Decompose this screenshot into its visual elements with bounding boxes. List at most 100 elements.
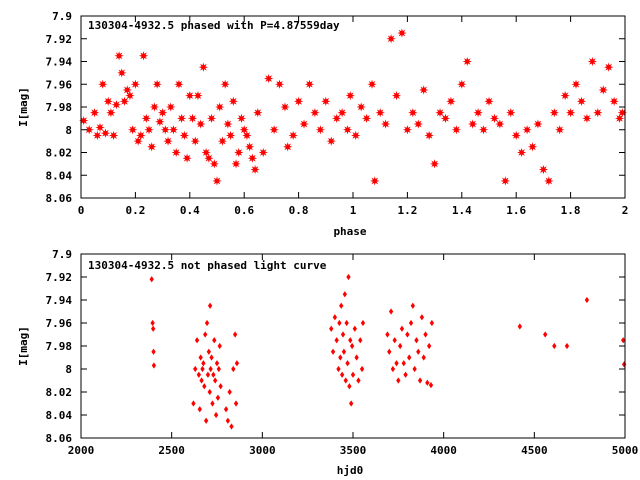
unphased-data-point <box>337 319 342 327</box>
phased-data-point <box>614 113 625 124</box>
unphased-data-point <box>191 400 196 407</box>
unphased-data-point <box>339 371 345 378</box>
phased-data-point <box>446 96 456 106</box>
unphased-data-point <box>229 423 234 430</box>
unphased-data-point <box>196 371 202 378</box>
phased-data-point <box>408 108 418 118</box>
unphased-data-point <box>416 348 421 355</box>
phased-data-point <box>560 90 570 101</box>
phased-x-tick-label: 0.6 <box>234 204 254 217</box>
phased-data-point <box>206 113 217 124</box>
unphased-y-axis-label: I[mag] <box>17 326 30 366</box>
phased-data-point <box>89 108 100 118</box>
phased-chart-title: 130304-4932.5 phased with P=4.87559day <box>88 19 340 32</box>
unphased-data-point <box>204 319 210 327</box>
phased-data-point <box>304 79 315 89</box>
unphased-data-points <box>149 273 627 430</box>
unphased-y-tick-label: 7.96 <box>46 317 73 330</box>
phased-x-tick-label: 2 <box>622 204 629 217</box>
phased-data-point <box>209 159 219 169</box>
unphased-x-tick-label: 5000 <box>612 444 639 457</box>
phased-data-point <box>133 136 143 146</box>
unphased-x-tick-label: 2000 <box>68 444 95 457</box>
phased-data-point <box>155 117 165 127</box>
phased-data-point <box>144 125 154 135</box>
phased-data-point <box>345 90 355 101</box>
unphased-data-point <box>354 354 359 361</box>
unphased-data-point <box>385 331 390 338</box>
phased-data-point <box>242 130 252 141</box>
phased-data-point <box>176 113 187 124</box>
unphased-data-point <box>396 377 401 384</box>
phased-data-point <box>544 176 554 186</box>
phased-x-tick-label: 1.2 <box>397 204 417 217</box>
phased-data-point <box>179 130 190 141</box>
unphased-data-point <box>423 331 428 338</box>
phased-data-point <box>231 159 241 169</box>
unphased-data-point <box>408 319 414 327</box>
unphased-data-point <box>338 354 343 361</box>
phased-data-point <box>516 147 527 158</box>
phased-data-point <box>337 108 347 118</box>
phased-data-point <box>138 51 149 61</box>
phased-data-point <box>367 79 377 89</box>
phased-data-point <box>506 108 516 118</box>
phased-data-point <box>196 119 206 129</box>
unphased-data-point <box>421 354 426 361</box>
phased-data-point <box>440 113 451 124</box>
phased-data-point <box>489 113 500 124</box>
phased-data-point <box>274 79 285 89</box>
unphased-data-point <box>209 354 214 361</box>
unphased-x-tick-label: 2500 <box>158 444 185 457</box>
unphased-data-point <box>207 302 213 309</box>
phased-light-curve-chart: 0 0.2 0.4 0.6 0.8 1 1.2 1.4 1.6 1.8 2 7.97.927.947… <box>17 10 628 238</box>
phased-data-point <box>84 125 94 135</box>
unphased-data-point <box>199 377 204 384</box>
unphased-x-tick-label: 4000 <box>430 444 457 457</box>
unphased-data-point <box>388 308 394 315</box>
unphased-data-point <box>543 331 548 338</box>
phased-data-point <box>247 153 258 163</box>
phased-data-point <box>103 96 113 106</box>
unphased-y-tick-label: 8.02 <box>46 386 73 399</box>
unphased-data-point <box>332 314 338 321</box>
unphased-y-tick-label: 8.04 <box>46 409 73 422</box>
phased-data-point <box>495 119 505 129</box>
phased-data-point <box>182 153 192 163</box>
unphased-data-point <box>339 302 344 309</box>
phased-data-point <box>332 113 342 124</box>
unphased-data-point <box>223 406 229 413</box>
phased-data-point <box>429 159 440 169</box>
unphased-data-point <box>213 377 218 384</box>
phased-data-point <box>391 90 402 101</box>
unphased-data-point <box>234 360 240 367</box>
phased-data-point <box>149 102 160 112</box>
phased-data-point <box>100 128 111 138</box>
phased-data-point <box>204 153 214 163</box>
phased-data-point <box>220 79 230 89</box>
phased-data-point <box>310 108 320 118</box>
phased-data-point <box>413 119 423 129</box>
unphased-y-tick-label: 7.9 <box>52 248 72 261</box>
unphased-data-point <box>346 273 351 281</box>
phased-data-point <box>582 113 592 124</box>
unphased-data-point <box>342 291 348 298</box>
phased-data-point <box>293 96 304 106</box>
phased-data-point <box>356 102 366 112</box>
phased-x-tick-label: 1.8 <box>561 204 581 217</box>
phased-x-tick-label: 0.8 <box>289 204 309 217</box>
unphased-data-point <box>334 337 339 344</box>
phased-data-point <box>228 96 238 106</box>
phased-y-tick-label: 8.04 <box>46 169 73 182</box>
phased-data-point <box>527 142 538 152</box>
phased-data-point <box>185 90 195 101</box>
unphased-data-point <box>206 348 212 355</box>
phased-data-point <box>212 176 222 186</box>
unphased-data-point <box>425 379 430 386</box>
phased-data-point <box>500 176 510 186</box>
unphased-data-point <box>200 365 205 373</box>
unphased-data-point <box>214 360 220 367</box>
phased-y-tick-label: 7.9 <box>52 10 72 23</box>
unphased-data-point <box>428 381 434 389</box>
phased-data-point <box>604 62 614 72</box>
